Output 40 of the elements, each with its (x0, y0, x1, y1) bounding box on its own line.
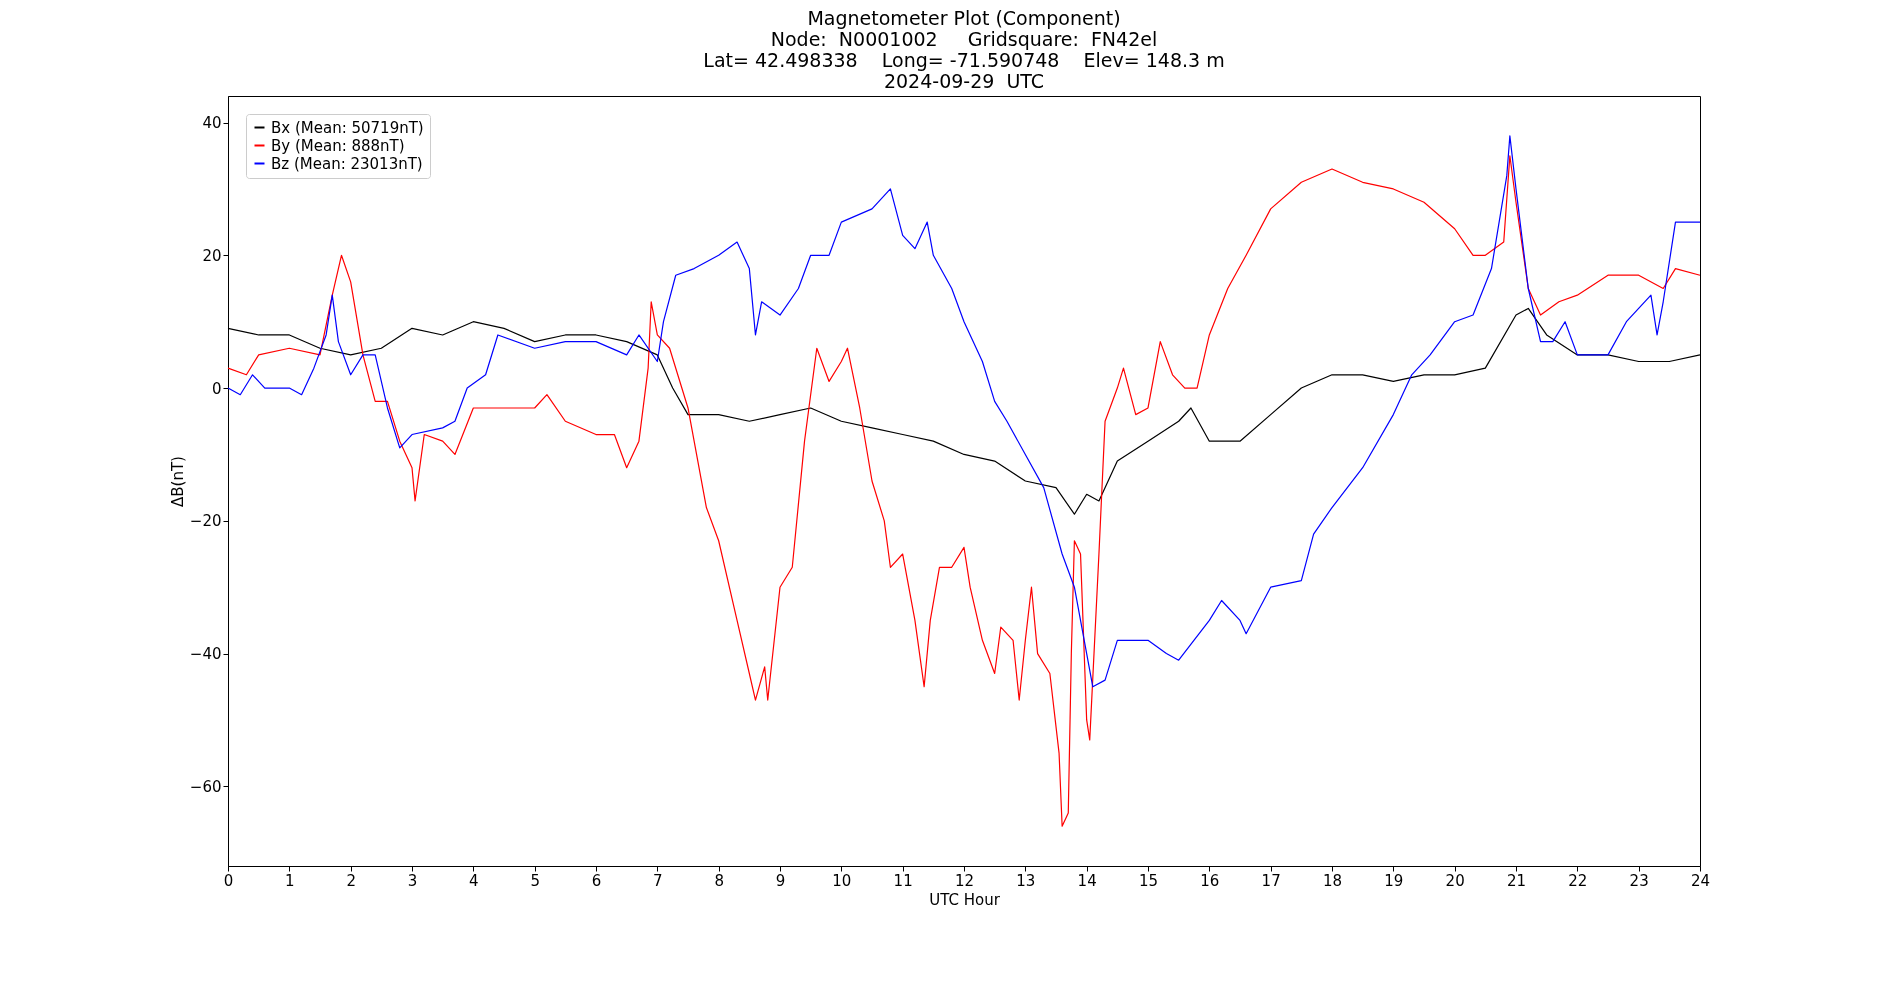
x-tick-label: 1 (285, 871, 295, 890)
x-tick-label: 17 (1261, 871, 1281, 890)
x-tick-label: 9 (775, 871, 786, 890)
y-tick-label: −20 (189, 512, 222, 531)
y-tick-label: −60 (189, 777, 222, 796)
chart-title: Magnetometer Plot (Component) (807, 7, 1121, 29)
y-tick-label: 0 (211, 379, 222, 398)
y-tick-label: 20 (202, 246, 222, 265)
x-tick-label: 20 (1445, 871, 1465, 890)
x-tick-label: 12 (954, 871, 975, 890)
x-tick-label: 2 (346, 871, 356, 890)
chart-subtitle: Node: N0001002 Gridsquare: FN42el Lat= 42.498338 Long= -71.590748 Elev= 148.3 m 2024-09-29 UTC (703, 28, 1225, 92)
x-axis-title: UTC Hour (929, 890, 1001, 909)
legend-label: Bz (Mean: 23013nT) (271, 154, 423, 173)
y-tick-label: −40 (189, 645, 222, 664)
x-tick-label: 22 (1568, 871, 1588, 890)
legend-label: By (Mean: 888nT) (271, 136, 405, 155)
x-tick-label: 6 (591, 871, 602, 890)
x-tick-label: 24 (1690, 871, 1711, 890)
x-tick-label: 21 (1506, 871, 1527, 890)
x-tick-label: 4 (469, 871, 479, 890)
x-tick-label: 14 (1077, 871, 1097, 890)
x-tick-label: 3 (407, 871, 418, 890)
x-tick-label: 11 (893, 871, 913, 890)
x-tick-label: 23 (1629, 871, 1649, 890)
x-tick-label: 15 (1138, 871, 1159, 890)
line-series (227, 155, 1701, 827)
x-tick-label: 19 (1384, 871, 1404, 890)
x-tick-label: 5 (530, 871, 540, 890)
y-axis-title: ΔB(nT) (168, 456, 187, 507)
line-series (227, 135, 1701, 688)
x-tick-label: 13 (1016, 871, 1036, 890)
x-tick-label: 16 (1200, 871, 1220, 890)
y-tick-label: 40 (202, 114, 222, 133)
x-tick-label: 18 (1322, 871, 1343, 890)
x-tick-label: 10 (832, 871, 852, 890)
x-tick-label: 7 (653, 871, 663, 890)
x-tick-label: 0 (223, 871, 234, 890)
legend-label: Bx (Mean: 50719nT) (271, 118, 424, 137)
x-tick-label: 8 (714, 871, 724, 890)
